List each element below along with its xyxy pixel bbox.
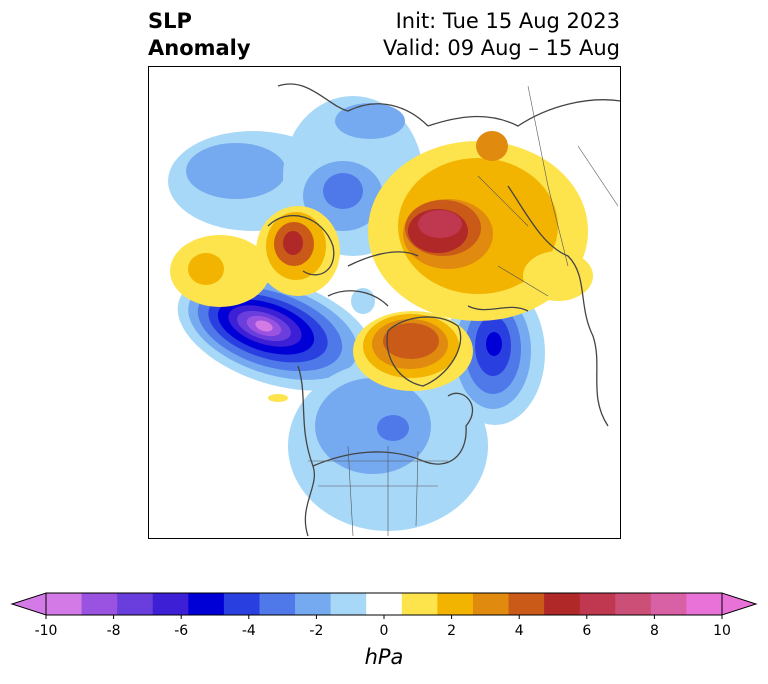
colorbar-extend-low [10,592,47,616]
title-right: Init: Tue 15 Aug 2023 Valid: 09 Aug – 15… [383,8,620,62]
colorbar-tick-label: -8 [107,623,121,639]
colorbar-segment [46,593,83,615]
colorbar-segment [508,593,545,615]
colorbar-segment [544,593,581,615]
colorbar-segments [10,592,758,616]
colorbar-segment [579,593,616,615]
colorbar-segment [437,593,474,615]
colorbar-unit-label: hPa [364,645,404,669]
colorbar-tick-label: -4 [242,623,256,639]
title-variable: SLP [148,9,192,33]
colorbar-segment [81,593,118,615]
colorbar-tick-label: 8 [650,623,659,639]
colorbar-tick-label: -2 [309,623,323,639]
colorbar-segment [650,593,687,615]
map-frame [148,66,621,539]
anomaly-fields [168,96,593,531]
colorbar-tick-label: -6 [174,623,188,639]
colorbar-tick-label: 10 [713,623,731,639]
colorbar: -10 -8 -6 -4 -2 0 2 4 6 8 10 [10,592,758,639]
coastlines [267,83,621,537]
slp-anomaly-map [148,66,621,539]
valid-range: Valid: 09 Aug – 15 Aug [382,36,620,60]
colorbar-tick-label: 2 [447,623,456,639]
init-date: Init: Tue 15 Aug 2023 [395,9,620,33]
colorbar-segment [152,593,189,615]
colorbar-tick-label: 6 [582,623,591,639]
colorbar-segment [615,593,652,615]
colorbar-segment [223,593,260,615]
borders [308,85,619,537]
greenland-high [353,311,473,391]
colorbar-tick-label: 4 [515,623,524,639]
colorbar-segment [401,593,438,615]
colorbar-segment [366,593,403,615]
colorbar-segment [686,593,723,615]
title-field: Anomaly [148,36,251,60]
colorbar-segment [330,593,367,615]
siberian-high [368,131,593,321]
colorbar-ticks: -10 -8 -6 -4 -2 0 2 4 6 8 10 [35,615,731,639]
pacific-ridge [170,235,288,402]
title-left: SLP Anomaly [148,8,251,62]
alaska-high [256,206,340,296]
colorbar-segment [117,593,154,615]
colorbar-extend-high [721,592,758,616]
colorbar-segment [472,593,510,615]
colorbar-segment [295,593,332,615]
colorbar-tick-label: -10 [35,623,58,639]
colorbar-segment [259,593,296,615]
colorbar-tick-label: 0 [380,623,389,639]
colorbar-segment [188,593,225,615]
